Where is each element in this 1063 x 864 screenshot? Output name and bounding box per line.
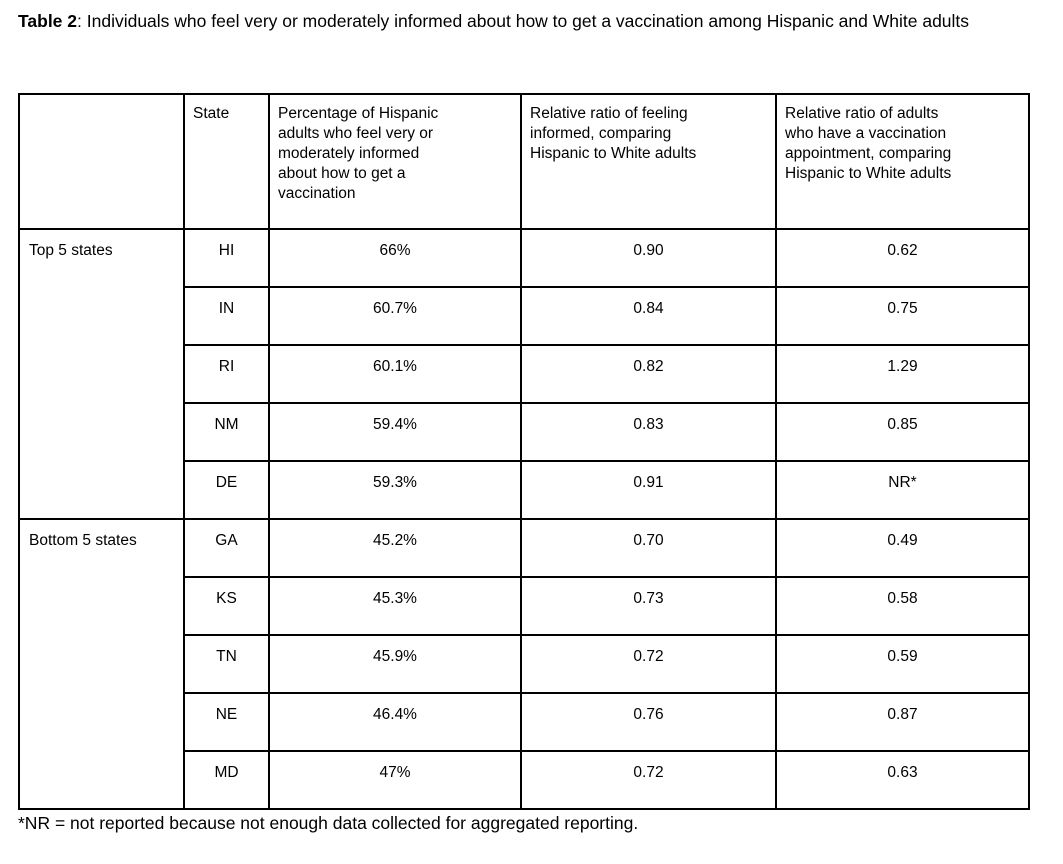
- state-cell: RI: [183, 344, 270, 404]
- percentage-cell: 60.7%: [268, 286, 522, 346]
- table-row: NE 46.4% 0.76 0.87: [19, 692, 1030, 752]
- ratio-appointment-cell: 0.49: [775, 518, 1030, 578]
- header-ratio-informed: Relative ratio of feeling informed, comp…: [520, 93, 777, 230]
- ratio-informed-cell: 0.72: [520, 750, 777, 810]
- state-cell: MD: [183, 750, 270, 810]
- table-row: MD 47% 0.72 0.63: [19, 750, 1030, 810]
- ratio-informed-cell: 0.83: [520, 402, 777, 462]
- table-row: KS 45.3% 0.73 0.58: [19, 576, 1030, 636]
- table-row: TN 45.9% 0.72 0.59: [19, 634, 1030, 694]
- ratio-informed-cell: 0.70: [520, 518, 777, 578]
- ratio-informed-cell: 0.82: [520, 344, 777, 404]
- state-cell: GA: [183, 518, 270, 578]
- ratio-informed-cell: 0.73: [520, 576, 777, 636]
- ratio-appointment-cell: 0.87: [775, 692, 1030, 752]
- state-cell: KS: [183, 576, 270, 636]
- ratio-appointment-cell: NR*: [775, 460, 1030, 520]
- percentage-cell: 45.9%: [268, 634, 522, 694]
- state-cell: NE: [183, 692, 270, 752]
- percentage-cell: 60.1%: [268, 344, 522, 404]
- state-cell: TN: [183, 634, 270, 694]
- state-cell: DE: [183, 460, 270, 520]
- ratio-appointment-cell: 0.75: [775, 286, 1030, 346]
- percentage-cell: 59.3%: [268, 460, 522, 520]
- table-title-text: : Individuals who feel very or moderatel…: [77, 11, 970, 31]
- ratio-informed-cell: 0.90: [520, 228, 777, 288]
- header-ratio-appointment: Relative ratio of adults who have a vacc…: [775, 93, 1030, 230]
- percentage-cell: 59.4%: [268, 402, 522, 462]
- header-corner: [18, 93, 185, 230]
- ratio-appointment-cell: 0.58: [775, 576, 1030, 636]
- group-label-top5: Top 5 states: [18, 228, 185, 520]
- ratio-appointment-cell: 0.85: [775, 402, 1030, 462]
- table-row: Top 5 states HI 66% 0.90 0.62: [18, 228, 1030, 520]
- table-row: Bottom 5 states GA 45.2% 0.70 0.49: [18, 518, 1030, 810]
- state-cell: IN: [183, 286, 270, 346]
- ratio-appointment-cell: 0.63: [775, 750, 1030, 810]
- table-row: IN 60.7% 0.84 0.75: [19, 286, 1030, 346]
- percentage-cell: 46.4%: [268, 692, 522, 752]
- table-title-label: Table 2: [18, 11, 78, 31]
- ratio-informed-cell: 0.76: [520, 692, 777, 752]
- table-row: RI 60.1% 0.82 1.29: [19, 344, 1030, 404]
- table-title: Table 2: Individuals who feel very or mo…: [18, 6, 993, 36]
- state-cell: NM: [183, 402, 270, 462]
- table-footnote: *NR = not reported because not enough da…: [18, 813, 639, 833]
- percentage-cell: 45.2%: [268, 518, 522, 578]
- ratio-informed-cell: 0.91: [520, 460, 777, 520]
- ratio-appointment-cell: 1.29: [775, 344, 1030, 404]
- table-row: DE 59.3% 0.91 NR*: [19, 460, 1030, 520]
- table-row: NM 59.4% 0.83 0.85: [19, 402, 1030, 462]
- table-header-row: State Percentage of Hispanic adults who …: [18, 93, 1030, 230]
- group-label-bottom5: Bottom 5 states: [18, 518, 185, 810]
- ratio-informed-cell: 0.84: [520, 286, 777, 346]
- ratio-appointment-cell: 0.62: [775, 228, 1030, 288]
- header-state: State: [183, 93, 270, 230]
- state-cell: HI: [183, 228, 270, 288]
- header-percentage-informed: Percentage of Hispanic adults who feel v…: [268, 93, 522, 230]
- percentage-cell: 66%: [268, 228, 522, 288]
- data-table: State Percentage of Hispanic adults who …: [18, 93, 1030, 810]
- ratio-appointment-cell: 0.59: [775, 634, 1030, 694]
- percentage-cell: 45.3%: [268, 576, 522, 636]
- percentage-cell: 47%: [268, 750, 522, 810]
- ratio-informed-cell: 0.72: [520, 634, 777, 694]
